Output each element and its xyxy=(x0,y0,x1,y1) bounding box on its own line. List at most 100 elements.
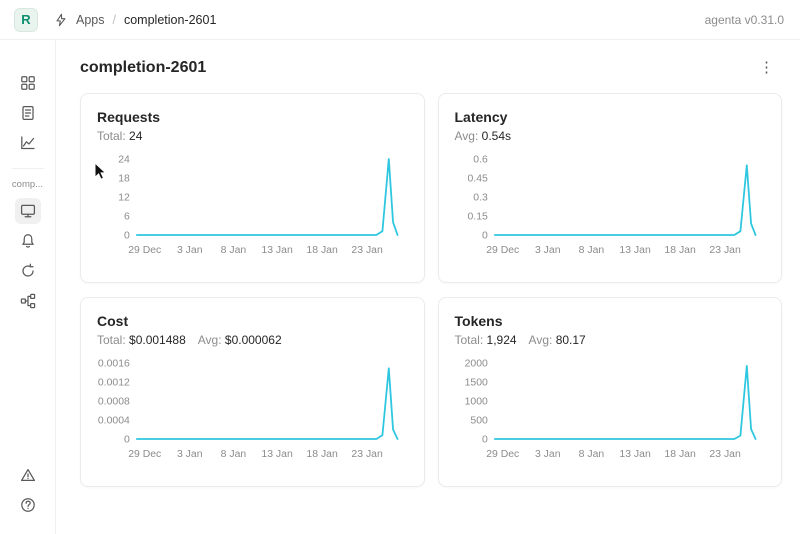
chart-stats: Total: $0.001488 Avg: $0.000062 xyxy=(97,331,408,349)
bolt-icon xyxy=(54,13,68,27)
x-tick-label: 23 Jan xyxy=(709,449,741,460)
app-version: agenta v0.31.0 xyxy=(704,12,784,27)
workspace-avatar[interactable]: R xyxy=(14,7,38,32)
x-tick-label: 18 Jan xyxy=(306,245,338,256)
charts-grid: Requests Total: 24 0 6 12 18 24 29 Dec 3 Jan 8 … xyxy=(56,93,800,501)
help-icon[interactable] xyxy=(15,492,41,518)
stat-value: $0.001488 xyxy=(129,333,186,347)
chart-title: Tokens xyxy=(454,313,503,329)
x-tick-label: 29 Dec xyxy=(486,449,519,460)
chart-stats: Avg: 0.54s xyxy=(455,127,766,145)
y-tick-label: 24 xyxy=(118,154,130,165)
stat: Total: 1,924 xyxy=(455,331,517,349)
apps-grid-icon[interactable] xyxy=(15,70,41,96)
y-tick-label: 1500 xyxy=(464,377,487,388)
x-tick-label: 8 Jan xyxy=(221,245,247,256)
y-tick-label: 0.15 xyxy=(467,211,488,222)
stat-value: 24 xyxy=(129,129,143,143)
chart-title: Cost xyxy=(97,313,129,329)
y-tick-label: 0 xyxy=(124,434,130,445)
chart-card: Tokens Total: 1,924 Avg: 80.17 0 500 1000 15… xyxy=(437,297,782,487)
x-tick-label: 13 Jan xyxy=(619,449,651,460)
x-tick-label: 29 Dec xyxy=(128,245,161,256)
stat-value: 1,924 xyxy=(486,333,517,347)
x-tick-label: 23 Jan xyxy=(351,449,383,460)
y-tick-label: 0.3 xyxy=(473,192,488,203)
chart-card: Cost Total: $0.001488 Avg: $0.000062 0 0.0… xyxy=(80,297,425,487)
x-tick-label: 23 Jan xyxy=(709,245,741,256)
breadcrumb-apps[interactable]: Apps xyxy=(76,12,105,27)
chart-line xyxy=(135,367,399,440)
breadcrumb: R Apps / completion-2601 xyxy=(14,7,217,32)
chart-title: Latency xyxy=(454,109,508,125)
stat-value: 80.17 xyxy=(555,333,586,347)
stat-value: $0.000062 xyxy=(224,333,282,347)
stat-label: Total: xyxy=(454,333,487,347)
title-row: completion-2601 ⋮ xyxy=(56,40,800,93)
y-tick-label: 0 xyxy=(482,434,488,445)
x-tick-label: 3 Jan xyxy=(534,245,560,256)
y-tick-label: 6 xyxy=(124,211,130,222)
page-title: completion-2601 xyxy=(80,58,207,76)
x-tick-label: 3 Jan xyxy=(177,449,203,460)
x-tick-label: 8 Jan xyxy=(578,449,604,460)
chart-title: Requests xyxy=(97,109,161,125)
evaluations-chart-icon[interactable] xyxy=(15,130,41,156)
stat-label: Total: xyxy=(97,333,130,347)
stat: Total: 24 xyxy=(97,127,142,145)
x-tick-label: 8 Jan xyxy=(221,449,247,460)
chart-stats: Total: 1,924 Avg: 80.17 xyxy=(455,331,766,349)
y-tick-label: 0 xyxy=(124,230,130,241)
chart-card: Latency Avg: 0.54s 0 0.15 0.3 0.45 0.6 29 Dec… xyxy=(437,93,782,283)
y-tick-label: 0.0012 xyxy=(98,377,130,388)
more-menu-button[interactable]: ⋮ xyxy=(753,56,780,79)
stat: Total: $0.001488 xyxy=(97,331,186,349)
stat-label: Avg: xyxy=(454,129,482,143)
main-content: completion-2601 ⋮ Requests Total: 24 0 6 1… xyxy=(56,40,800,534)
y-tick-label: 12 xyxy=(118,192,130,203)
chart-canvas: 0 0.0004 0.0008 0.0012 0.0016 29 Dec 3 Jan 8 Ja… xyxy=(98,358,399,460)
x-tick-label: 3 Jan xyxy=(177,245,203,256)
breadcrumb-separator: / xyxy=(112,12,116,27)
stat-label: Total: xyxy=(97,129,130,143)
chart-stats: Total: 24 xyxy=(97,127,408,145)
y-tick-label: 0.0016 xyxy=(98,358,130,369)
stat-value: 0.54s xyxy=(481,129,511,143)
y-tick-label: 0 xyxy=(482,230,488,241)
breadcrumb-current: completion-2601 xyxy=(123,12,217,27)
observability-refresh-icon[interactable] xyxy=(15,258,41,284)
chart-line xyxy=(135,158,399,236)
x-tick-label: 18 Jan xyxy=(664,245,696,256)
traces-tree-icon[interactable] xyxy=(15,288,41,314)
chart-canvas: 0 0.15 0.3 0.45 0.6 29 Dec 3 Jan 8 Jan 13 Jan 18 … xyxy=(467,154,756,256)
sidebar-divider xyxy=(11,168,44,169)
x-tick-label: 29 Dec xyxy=(128,449,161,460)
stat-label: Avg: xyxy=(528,333,556,347)
testsets-icon[interactable] xyxy=(15,100,41,126)
chart-canvas: 0 6 12 18 24 29 Dec 3 Jan 8 Jan 13 Jan 18 Jan 23 J… xyxy=(118,154,399,256)
top-header: R Apps / completion-2601 agenta v0.31.0 xyxy=(0,0,800,40)
sidebar-app-label: comp... xyxy=(11,179,44,190)
y-tick-label: 1000 xyxy=(464,396,487,407)
y-tick-label: 0.45 xyxy=(467,173,488,184)
stat: Avg: $0.000062 xyxy=(198,331,282,349)
stat: Avg: 80.17 xyxy=(529,331,586,349)
y-tick-label: 0.6 xyxy=(473,154,488,165)
x-tick-label: 13 Jan xyxy=(619,245,651,256)
stat-label: Avg: xyxy=(197,333,225,347)
notifications-bell-icon[interactable] xyxy=(15,228,41,254)
y-tick-label: 2000 xyxy=(464,358,487,369)
x-tick-label: 18 Jan xyxy=(664,449,696,460)
stat: Avg: 0.54s xyxy=(455,127,512,145)
overview-monitor-icon[interactable] xyxy=(14,198,41,224)
y-tick-label: 18 xyxy=(118,173,130,184)
x-tick-label: 18 Jan xyxy=(306,449,338,460)
x-tick-label: 3 Jan xyxy=(534,449,560,460)
chart-canvas: 0 500 1000 1500 2000 29 Dec 3 Jan 8 Jan 13 Jan 18… xyxy=(464,358,756,460)
x-tick-label: 23 Jan xyxy=(351,245,383,256)
sidebar: comp... xyxy=(0,40,56,534)
x-tick-label: 13 Jan xyxy=(261,245,293,256)
warning-icon[interactable] xyxy=(15,462,41,488)
x-tick-label: 29 Dec xyxy=(486,245,519,256)
